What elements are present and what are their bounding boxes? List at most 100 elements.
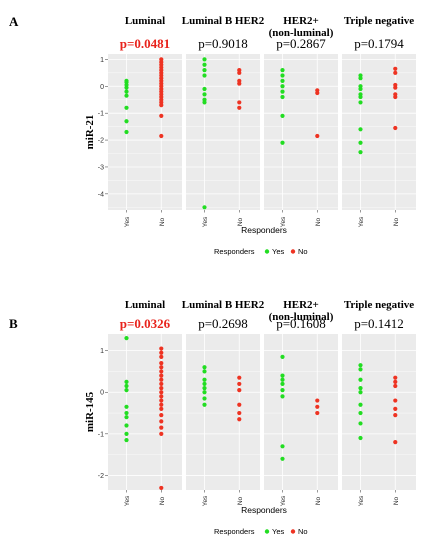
point-yes [202, 381, 207, 387]
point-yes [358, 410, 363, 416]
point-yes [202, 385, 207, 391]
point-yes [124, 119, 129, 124]
point-yes [280, 73, 285, 78]
point-yes [202, 62, 207, 67]
x-tick-label: Yes [280, 216, 287, 227]
x-tick-label: Yes [124, 216, 131, 227]
point-no [159, 419, 164, 424]
point-no [159, 103, 164, 108]
facet-title: Luminal [125, 15, 165, 27]
y-tick-label: -2 [98, 138, 104, 145]
point-no [393, 70, 398, 75]
x-tick-label: Yes [202, 216, 209, 227]
x-tick-label: Yes [358, 216, 365, 227]
x-tick-label: Yes [280, 495, 287, 506]
point-yes [202, 396, 207, 401]
point-no [237, 402, 242, 407]
facet-background [342, 54, 416, 210]
point-yes [280, 456, 285, 461]
point-no [159, 373, 164, 378]
point-yes [358, 390, 363, 395]
x-tick-label: Yes [124, 495, 131, 506]
point-no [315, 90, 320, 96]
legend-yes-swatch [264, 249, 270, 254]
point-yes [280, 444, 285, 449]
y-tick-label: -1 [98, 111, 104, 118]
facet-pvalue: p=0.0481 [120, 36, 170, 51]
facet-background [264, 334, 338, 490]
point-no [237, 105, 242, 110]
point-yes [358, 402, 363, 407]
point-yes [358, 363, 363, 368]
point-no [159, 346, 164, 351]
legend-yes-label: Yes [272, 527, 284, 536]
facet-pvalue: p=0.0326 [120, 316, 171, 331]
point-yes [280, 394, 285, 399]
facet-pvalue: p=0.9018 [198, 36, 248, 51]
point-no [159, 402, 164, 407]
point-no [159, 381, 164, 387]
point-yes [202, 86, 207, 92]
point-no [393, 413, 398, 418]
legend-yes-swatch [264, 529, 270, 534]
y-tick-label: -3 [98, 164, 104, 171]
point-yes [124, 105, 129, 110]
x-tick-label: No [237, 496, 244, 505]
facet-title: Triple negative [344, 15, 414, 27]
point-yes [280, 377, 285, 382]
facet-3: Triple negative p=0.1794 Yes No [342, 15, 416, 227]
facet-title: Triple negative [344, 299, 414, 311]
facet-1: Luminal B HER2 p=0.2698 Yes No [182, 299, 265, 506]
facet-title: (non-luminal) [269, 311, 334, 323]
point-no [237, 100, 242, 105]
x-tick-label: No [159, 217, 166, 226]
point-yes [202, 377, 207, 382]
point-no [237, 417, 242, 422]
x-axis-label: Responders [241, 225, 287, 235]
facet-2: HER2+(non-luminal)p=0.2867 Yes No [264, 15, 338, 227]
point-no [159, 390, 164, 395]
legend-no-label: No [298, 247, 308, 256]
legend: Responders Yes No [214, 247, 308, 256]
point-no [159, 369, 164, 374]
point-yes [124, 388, 129, 393]
facet-background [186, 54, 260, 210]
point-no [315, 410, 320, 416]
facet-title: Luminal B HER2 [182, 15, 265, 27]
point-no [159, 413, 164, 418]
point-no [159, 485, 164, 491]
point-yes [124, 431, 129, 436]
point-yes [358, 367, 363, 372]
facet-pvalue: p=0.1608 [276, 316, 326, 331]
point-yes [124, 85, 129, 90]
point-no [315, 398, 320, 403]
facet-title: HER2+ [283, 299, 319, 311]
point-yes [280, 68, 285, 73]
point-yes [358, 421, 363, 426]
point-yes [202, 365, 207, 370]
panel-letter: A [9, 14, 19, 29]
point-no [393, 379, 398, 384]
y-tick-label: 0 [100, 390, 104, 397]
point-no [393, 85, 398, 90]
legend: Responders Yes No [214, 527, 308, 536]
y-tick-label: 0 [100, 84, 104, 91]
point-yes [358, 435, 363, 441]
point-no [393, 383, 398, 389]
y-tick-label: 1 [100, 348, 104, 355]
y-tick-label: -2 [98, 473, 104, 480]
point-yes [358, 100, 363, 105]
point-yes [202, 57, 207, 62]
facet-2: HER2+(non-luminal)p=0.1608 Yes No [264, 299, 338, 506]
facet-title: Luminal [125, 299, 165, 311]
point-yes [202, 100, 207, 105]
facet-pvalue: p=0.2867 [276, 36, 326, 51]
point-yes [124, 129, 129, 135]
legend-title: Responders [214, 527, 255, 536]
point-yes [202, 402, 207, 407]
point-yes [358, 127, 363, 132]
point-no [237, 375, 242, 380]
point-no [237, 70, 242, 75]
point-no [393, 94, 398, 100]
